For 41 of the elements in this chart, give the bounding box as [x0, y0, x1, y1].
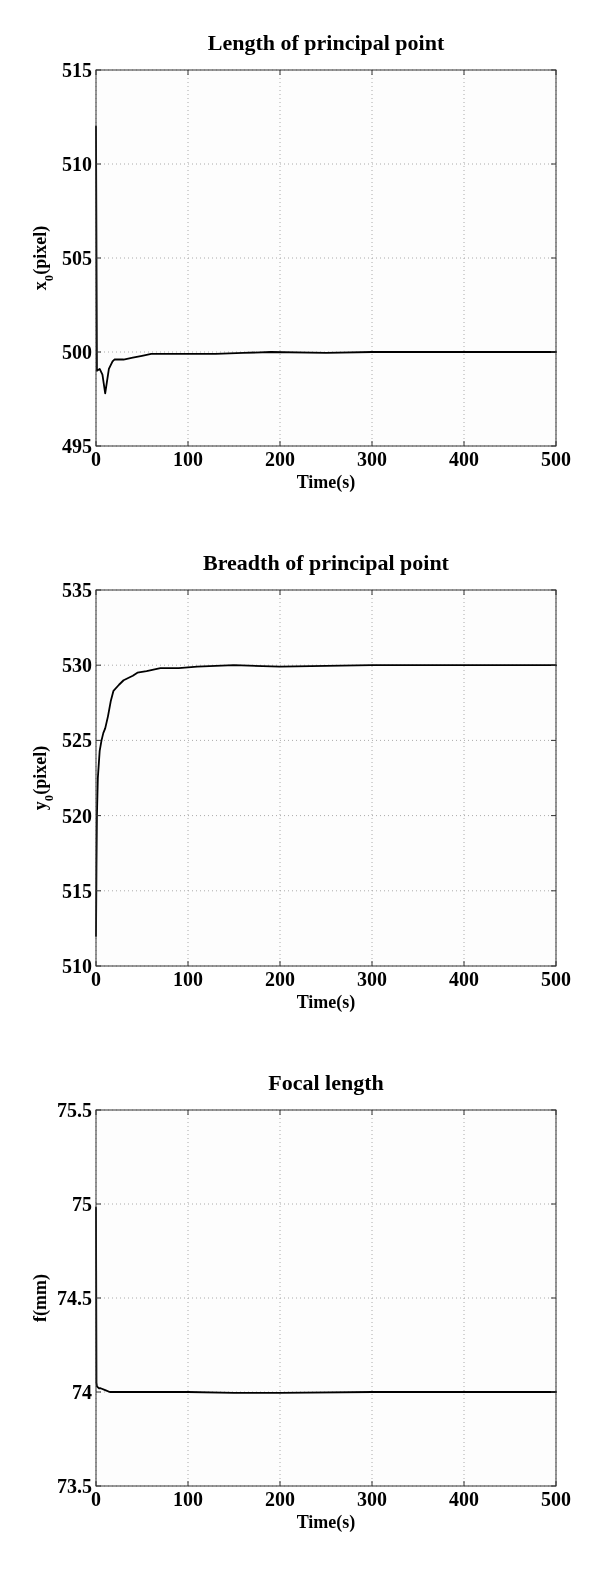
chart-title: Length of principal point [207, 30, 445, 55]
x-tick-label: 100 [173, 968, 203, 990]
x-tick-label: 300 [357, 1488, 387, 1510]
y-tick-label: 515 [62, 59, 92, 81]
x-axis-title: Time(s) [296, 992, 356, 1013]
y-tick-label: 510 [62, 153, 92, 175]
y-tick-label: 73.5 [57, 1475, 92, 1497]
x-tick-label: 0 [91, 448, 101, 470]
x-axis-title: Time(s) [296, 1512, 356, 1533]
y-tick-label: 530 [62, 654, 92, 677]
x-tick-label: 0 [91, 968, 101, 990]
y-tick-label: 74 [72, 1381, 92, 1403]
x-tick-label: 500 [541, 448, 571, 470]
x-tick-label: 400 [449, 1488, 479, 1510]
x-tick-label: 300 [357, 448, 387, 470]
chart-title: Focal length [268, 1070, 384, 1095]
x-axis-title: Time(s) [296, 472, 356, 493]
x-tick-label: 400 [449, 968, 479, 990]
y-tick-label: 510 [62, 955, 92, 977]
x-tick-label: 0 [91, 1488, 101, 1510]
x-tick-label: 100 [173, 448, 203, 470]
x-tick-label: 300 [357, 968, 387, 990]
y-tick-label: 505 [62, 247, 92, 269]
x-tick-label: 200 [265, 968, 295, 990]
x-tick-label: 500 [541, 1488, 571, 1510]
x-tick-label: 400 [449, 448, 479, 470]
chart-title: Breadth of principal point [203, 550, 450, 575]
y-tick-label: 500 [62, 341, 92, 363]
y-tick-label: 525 [62, 729, 92, 752]
y-tick-label: 535 [62, 579, 92, 601]
y-tick-label: 75 [72, 1193, 92, 1215]
y-tick-label: 74.5 [57, 1287, 92, 1309]
y-axis-title: f(mm) [30, 1274, 51, 1322]
y-tick-label: 75.5 [57, 1099, 92, 1121]
x-tick-label: 500 [541, 968, 571, 990]
y-tick-label: 520 [62, 804, 92, 827]
y-tick-label: 495 [62, 435, 92, 457]
x-tick-label: 100 [173, 1488, 203, 1510]
y-tick-label: 515 [62, 879, 92, 902]
x-tick-label: 200 [265, 1488, 295, 1510]
x-tick-label: 200 [265, 448, 295, 470]
